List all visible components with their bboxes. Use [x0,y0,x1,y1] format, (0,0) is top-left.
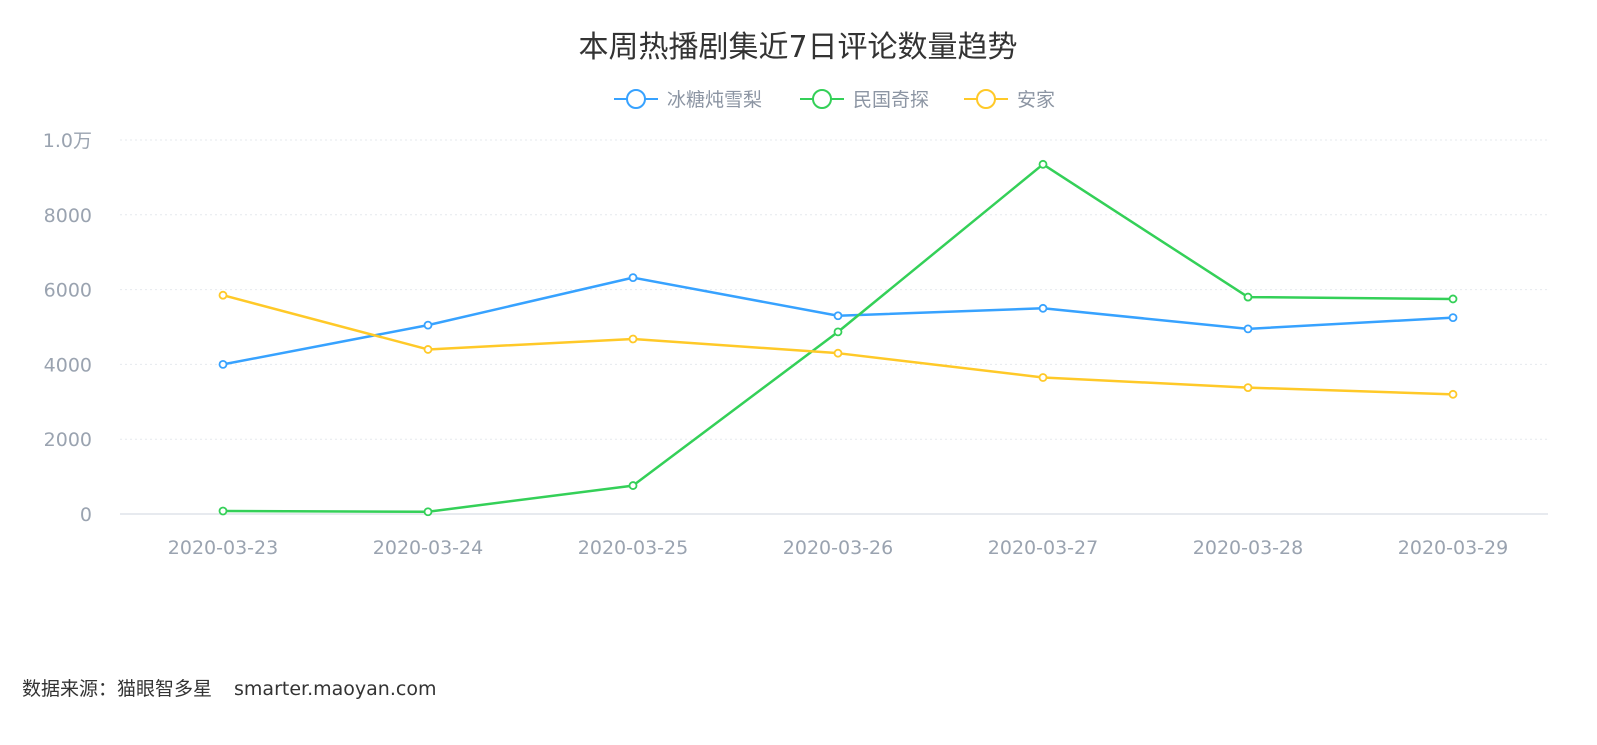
legend-label: 冰糖炖雪梨 [667,89,762,111]
source-url: smarter.maoyan.com [234,678,437,700]
legend-label: 安家 [1017,89,1055,111]
legend-item[interactable]: 民国奇探 [800,89,929,111]
legend: 冰糖炖雪梨 民国奇探 安家 [614,89,1055,111]
data-point[interactable] [1038,159,1048,169]
y-tick-label: 4000 [44,354,92,376]
x-tick-label: 2020-03-25 [578,537,688,559]
chart-title: 本周热播剧集近7日评论数量趋势 [578,30,1017,65]
data-point[interactable] [628,334,638,344]
y-tick-label: 0 [80,504,92,526]
data-point[interactable] [1038,303,1048,313]
data-point[interactable] [1448,313,1458,323]
x-tick-label: 2020-03-27 [988,537,1098,559]
x-tick-label: 2020-03-29 [1398,537,1508,559]
grid [120,139,1548,440]
data-point[interactable] [628,273,638,283]
data-point[interactable] [628,481,638,490]
data-point[interactable] [218,359,228,369]
series-line [221,163,1455,514]
x-tick-label: 2020-03-28 [1193,537,1303,559]
data-point[interactable] [1243,383,1253,392]
legend-marker-icon [626,89,646,109]
data-point[interactable] [833,311,843,321]
data-point[interactable] [423,507,433,517]
series-lines [218,159,1458,517]
y-tick-label: 1.0万 [43,130,92,152]
data-point[interactable] [1038,373,1048,382]
y-tick-label: 2000 [44,429,92,451]
x-tick-label: 2020-03-26 [783,537,893,559]
y-tick-label: 8000 [44,205,92,227]
series-2 [218,159,1458,517]
series-line [221,293,1455,396]
legend-item[interactable]: 安家 [964,89,1055,111]
data-point[interactable] [218,506,228,516]
data-point[interactable] [1448,389,1458,399]
series-1 [218,273,1458,369]
data-point[interactable] [1448,294,1458,304]
legend-marker-icon [976,89,996,109]
data-point[interactable] [1243,292,1253,302]
legend-marker-icon [812,89,832,109]
legend-label: 民国奇探 [853,89,929,111]
data-point[interactable] [423,345,433,354]
source-label: 数据来源：猫眼智多星 [22,678,213,700]
data-point[interactable] [218,290,228,300]
series-3 [218,290,1458,399]
data-source: 数据来源：猫眼智多星 smarter.maoyan.com [22,674,436,701]
data-point[interactable] [423,320,433,330]
data-point[interactable] [1243,324,1253,334]
data-point[interactable] [833,327,843,337]
axes: 0 2000 4000 6000 8000 1.0万 2020-03-23 2020-03-2… [43,130,1548,559]
data-point[interactable] [833,348,843,358]
x-tick-label: 2020-03-24 [373,537,483,559]
legend-item[interactable]: 冰糖炖雪梨 [614,89,762,111]
x-tick-label: 2020-03-23 [168,537,278,559]
y-tick-label: 6000 [44,280,92,302]
